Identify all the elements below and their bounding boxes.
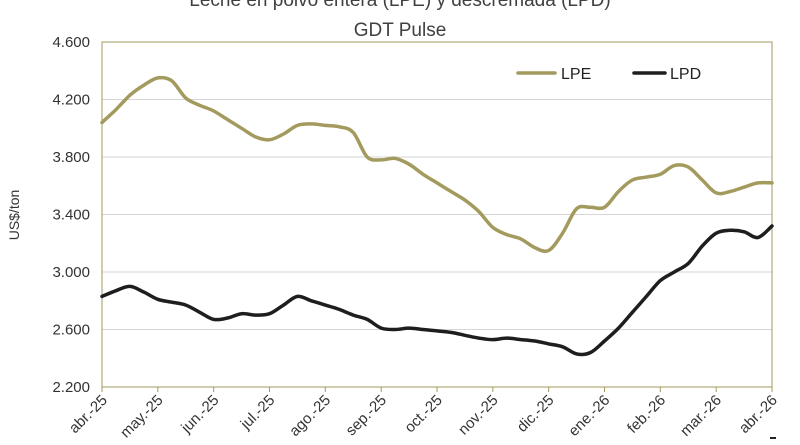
legend-label-lpe: LPE	[561, 66, 591, 83]
chart-title: Leche en polvo entera (LPE) y descremada…	[189, 0, 610, 11]
y-tick-label: 4.600	[52, 34, 90, 51]
series-line-lpe	[100, 75, 774, 253]
series-line-lpd	[100, 224, 774, 357]
y-tick-label: 2.600	[52, 322, 90, 339]
gridlines	[102, 99, 772, 330]
y-tick-label: 3.000	[52, 264, 90, 281]
y-tick-label: 3.400	[52, 207, 90, 224]
chart-subtitle: GDT Pulse	[354, 20, 447, 41]
legend-label-lpd: LPD	[670, 66, 701, 83]
y-axis-ticks: 2.200 2.600 3.000 3.400 3.800 4.200 4.600	[52, 34, 90, 396]
legend: LPE LPD	[516, 66, 701, 83]
y-tick-label: 3.800	[52, 149, 90, 166]
series-lines	[100, 75, 774, 357]
corner-mark	[770, 437, 776, 439]
y-axis-label: US$/ton	[6, 190, 22, 241]
y-tick-label: 4.200	[52, 92, 90, 109]
y-tick-label: 2.200	[52, 379, 90, 396]
